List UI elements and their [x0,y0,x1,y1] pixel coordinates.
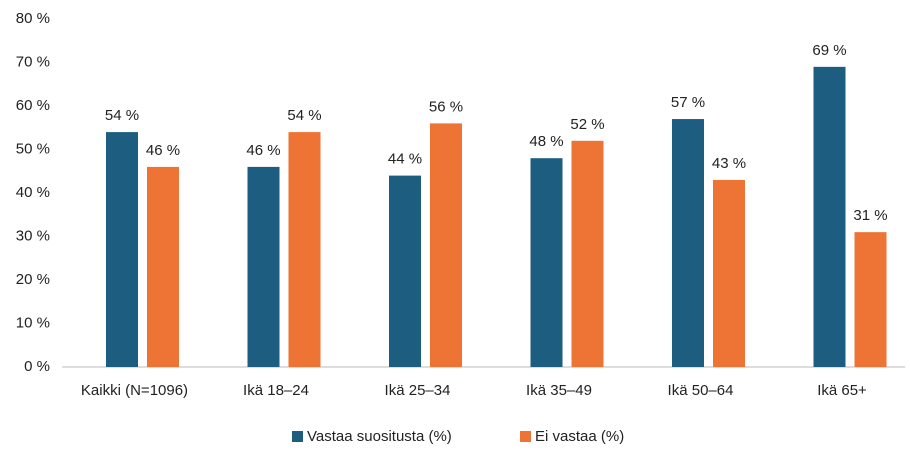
value-label: 56 % [429,98,463,115]
y-tick-label: 60 % [16,97,50,114]
x-tick-label: Ikä 35–49 [526,382,592,399]
legend-swatch [520,431,531,442]
x-tick-label: Ikä 18–24 [243,382,309,399]
value-label: 52 % [570,116,604,133]
bar [571,140,604,367]
y-tick-label: 70 % [16,53,50,70]
bar [430,123,462,368]
y-tick-label: 10 % [16,314,50,331]
y-tick-label: 30 % [16,227,50,244]
y-tick-label: 80 % [16,10,50,27]
y-tick-label: 50 % [16,140,50,157]
x-tick-label: Ikä 50–64 [668,382,734,399]
value-label: 46 % [246,142,280,159]
value-label: 43 % [712,155,746,172]
value-label: 44 % [388,151,422,168]
bar [389,175,421,367]
bar [106,132,138,367]
legend-label: Ei vastaa (%) [535,428,624,445]
bar [247,166,280,367]
value-label: 54 % [105,107,139,124]
value-label: 57 % [671,94,705,111]
bar [288,132,321,367]
y-tick-label: 40 % [16,184,50,201]
bar [672,119,704,367]
value-label: 46 % [146,142,180,159]
y-tick-label: 0 % [24,358,50,375]
bar [854,232,887,367]
legend-label: Vastaa suositusta (%) [307,428,452,445]
bar [813,66,846,367]
bar [530,158,563,367]
legend-swatch [292,431,303,442]
value-label: 48 % [529,133,563,150]
value-label: 54 % [287,107,321,124]
bar [147,166,179,367]
value-label: 69 % [812,42,846,59]
x-tick-label: Ikä 65+ [817,382,867,399]
value-label: 31 % [853,207,887,224]
x-tick-label: Ikä 25–34 [385,382,451,399]
y-tick-label: 20 % [16,271,50,288]
x-tick-label: Kaikki (N=1096) [81,382,188,399]
bar [713,179,745,367]
